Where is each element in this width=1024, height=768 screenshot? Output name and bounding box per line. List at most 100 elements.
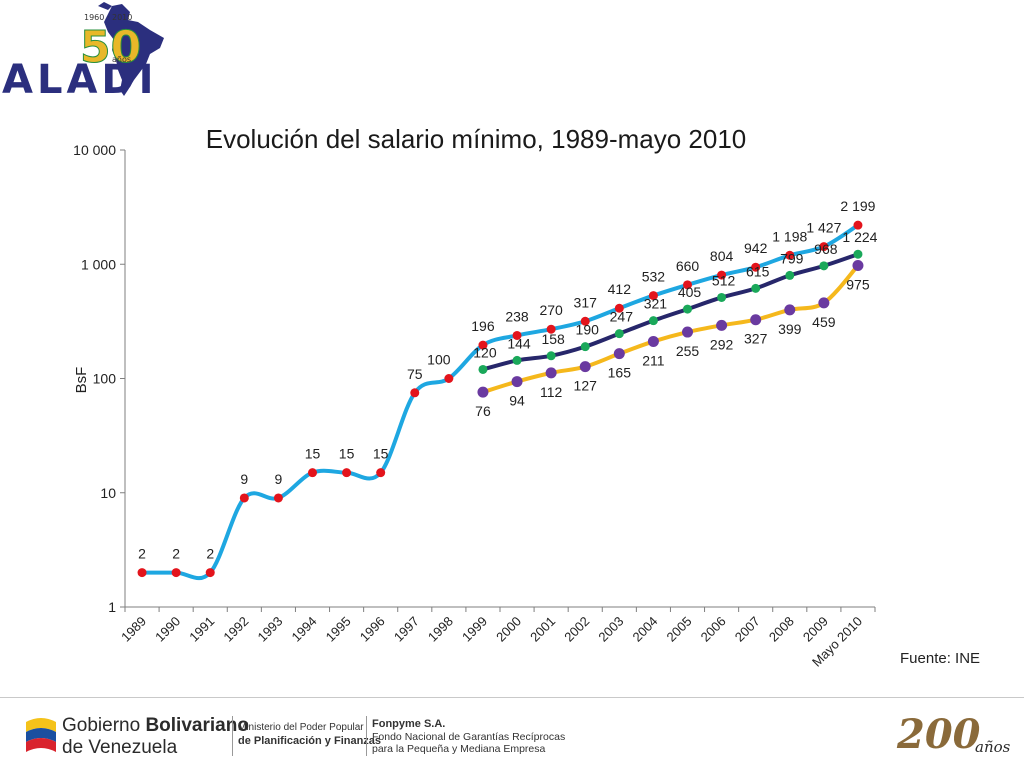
series-3-line	[480, 263, 860, 395]
series-2-marker	[478, 364, 488, 374]
series-1-marker	[273, 493, 283, 503]
anniversary-anos: años	[112, 55, 131, 64]
series-2-marker	[717, 292, 727, 302]
series-1-marker	[717, 270, 727, 280]
gobierno-logo: Gobierno Bolivariano de Venezuela	[24, 710, 249, 760]
series-1-data-label: 15	[305, 446, 321, 462]
source-note: Fuente: INE	[900, 650, 981, 667]
x-tick-label: 1996	[357, 614, 388, 645]
x-tick-label: 1999	[459, 614, 490, 645]
series-1-marker	[205, 568, 215, 578]
y-tick-label: 1	[108, 599, 116, 615]
series-1-marker	[410, 388, 420, 398]
series-1-line	[140, 223, 860, 581]
x-tick-label: 2007	[732, 614, 763, 645]
series-3-marker	[818, 297, 830, 309]
series-3-marker	[579, 361, 591, 373]
x-tick-label: 2004	[629, 614, 660, 645]
series-1-data-label: 2	[172, 546, 180, 562]
series-1-marker	[512, 330, 522, 340]
series-3-marker	[784, 304, 796, 316]
aladi-wordmark: ALADI	[2, 57, 158, 100]
series-2-data-label: 158	[541, 331, 565, 347]
x-tick-label: 2001	[527, 614, 558, 645]
series-3-marker	[477, 386, 489, 398]
series-3-data-label: 459	[812, 314, 836, 330]
series-1-data-label: 1 427	[806, 220, 841, 236]
series-2-data-label: 799	[780, 250, 804, 266]
series-1-marker	[171, 568, 181, 578]
footer-divider	[0, 697, 1024, 698]
series-2-data-label: 405	[678, 284, 702, 300]
series-1-data-label: 317	[574, 294, 598, 310]
series-1-data-label: 238	[505, 308, 529, 324]
x-tick-label: 2000	[493, 614, 524, 645]
series-1-data-label: 2 199	[840, 198, 875, 214]
bicentennial-word: años	[975, 738, 1010, 756]
aladi-logo: 50 1960 · 2010 años ALADI	[2, 2, 164, 100]
min-wage-chart: Evolución del salario mínimo, 1989-mayo …	[73, 124, 878, 670]
x-tick-label: 1994	[289, 614, 320, 645]
series-2-data-label: 1 224	[842, 229, 877, 245]
series-1-data-label: 15	[373, 446, 389, 462]
anniversary-years: 1960 · 2010	[84, 13, 132, 22]
series-1-marker	[648, 291, 658, 301]
fonpyme-line3: para la Pequeña y Mediana Empresa	[372, 743, 546, 755]
series-1-marker	[614, 303, 624, 313]
x-tick-label: 1993	[254, 614, 285, 645]
x-tick-label: 2009	[800, 614, 831, 645]
chart-title: Evolución del salario mínimo, 1989-mayo …	[206, 124, 747, 154]
x-tick-label: 2006	[698, 614, 729, 645]
series-1-data-label: 270	[539, 302, 563, 318]
series-3-data-label: 127	[574, 378, 598, 394]
south-america-map-icon	[104, 4, 164, 96]
series-2-data-label: 247	[610, 309, 634, 325]
series-1-marker	[785, 250, 795, 260]
series-2-data-label: 321	[644, 296, 668, 312]
series-2-data-label: 615	[746, 263, 770, 279]
series-1-data-label: 804	[710, 248, 734, 264]
series-2-marker	[683, 304, 692, 314]
series-1-marker	[853, 220, 863, 230]
series-1-data-label: 412	[608, 281, 632, 297]
series-1-data-label: 532	[642, 269, 666, 285]
anniversary-number: 50	[80, 22, 141, 73]
series-3-marker	[511, 376, 523, 388]
series-3-data-label: 292	[710, 336, 734, 352]
series-1-marker	[444, 374, 454, 383]
series-1-marker	[819, 242, 829, 252]
y-tick-label: 10	[100, 485, 116, 501]
footer-separator	[232, 716, 233, 756]
x-tick-label: 2008	[766, 614, 797, 645]
ministry-line1: Ministerio del Poder Popular	[238, 722, 364, 733]
series-1-data-label: 9	[240, 471, 248, 487]
series-1-data-label: 2	[138, 546, 146, 562]
x-tick-label: 2003	[595, 614, 626, 645]
series-1-marker	[137, 568, 147, 578]
x-tick-label: 2005	[664, 614, 695, 645]
series-1-data-label: 196	[471, 318, 495, 334]
series-3-marker	[852, 260, 864, 272]
series-3-marker	[682, 326, 693, 338]
series-1-data-label: 942	[744, 240, 768, 256]
series-1-marker	[308, 468, 317, 478]
series-1-marker	[546, 324, 556, 334]
y-tick-label: 10 000	[73, 142, 116, 158]
x-tick-label: 1990	[152, 614, 183, 645]
series-2-data-label: 144	[507, 335, 531, 351]
series-3-data-label: 975	[846, 277, 870, 293]
x-tick-label: 1991	[186, 614, 217, 645]
series-1-data-label: 1 198	[772, 228, 807, 244]
x-tick-label: 1992	[220, 614, 251, 645]
series-2-data-label: 512	[712, 272, 736, 288]
fonpyme-line2: Fondo Nacional de Garantías Recíprocas	[372, 731, 566, 743]
gobierno-line2: de Venezuela	[62, 737, 178, 758]
series-1-marker	[580, 316, 590, 326]
series-3-data-label: 399	[778, 321, 802, 337]
series-3-data-label: 165	[608, 365, 632, 381]
footer: Gobierno Bolivariano de Venezuela Minist…	[0, 702, 1024, 768]
bicentennial-logo: 200 años	[896, 711, 1010, 758]
y-tick-label: 1 000	[81, 256, 116, 272]
gobierno-line1: Gobierno Bolivariano	[62, 715, 249, 736]
